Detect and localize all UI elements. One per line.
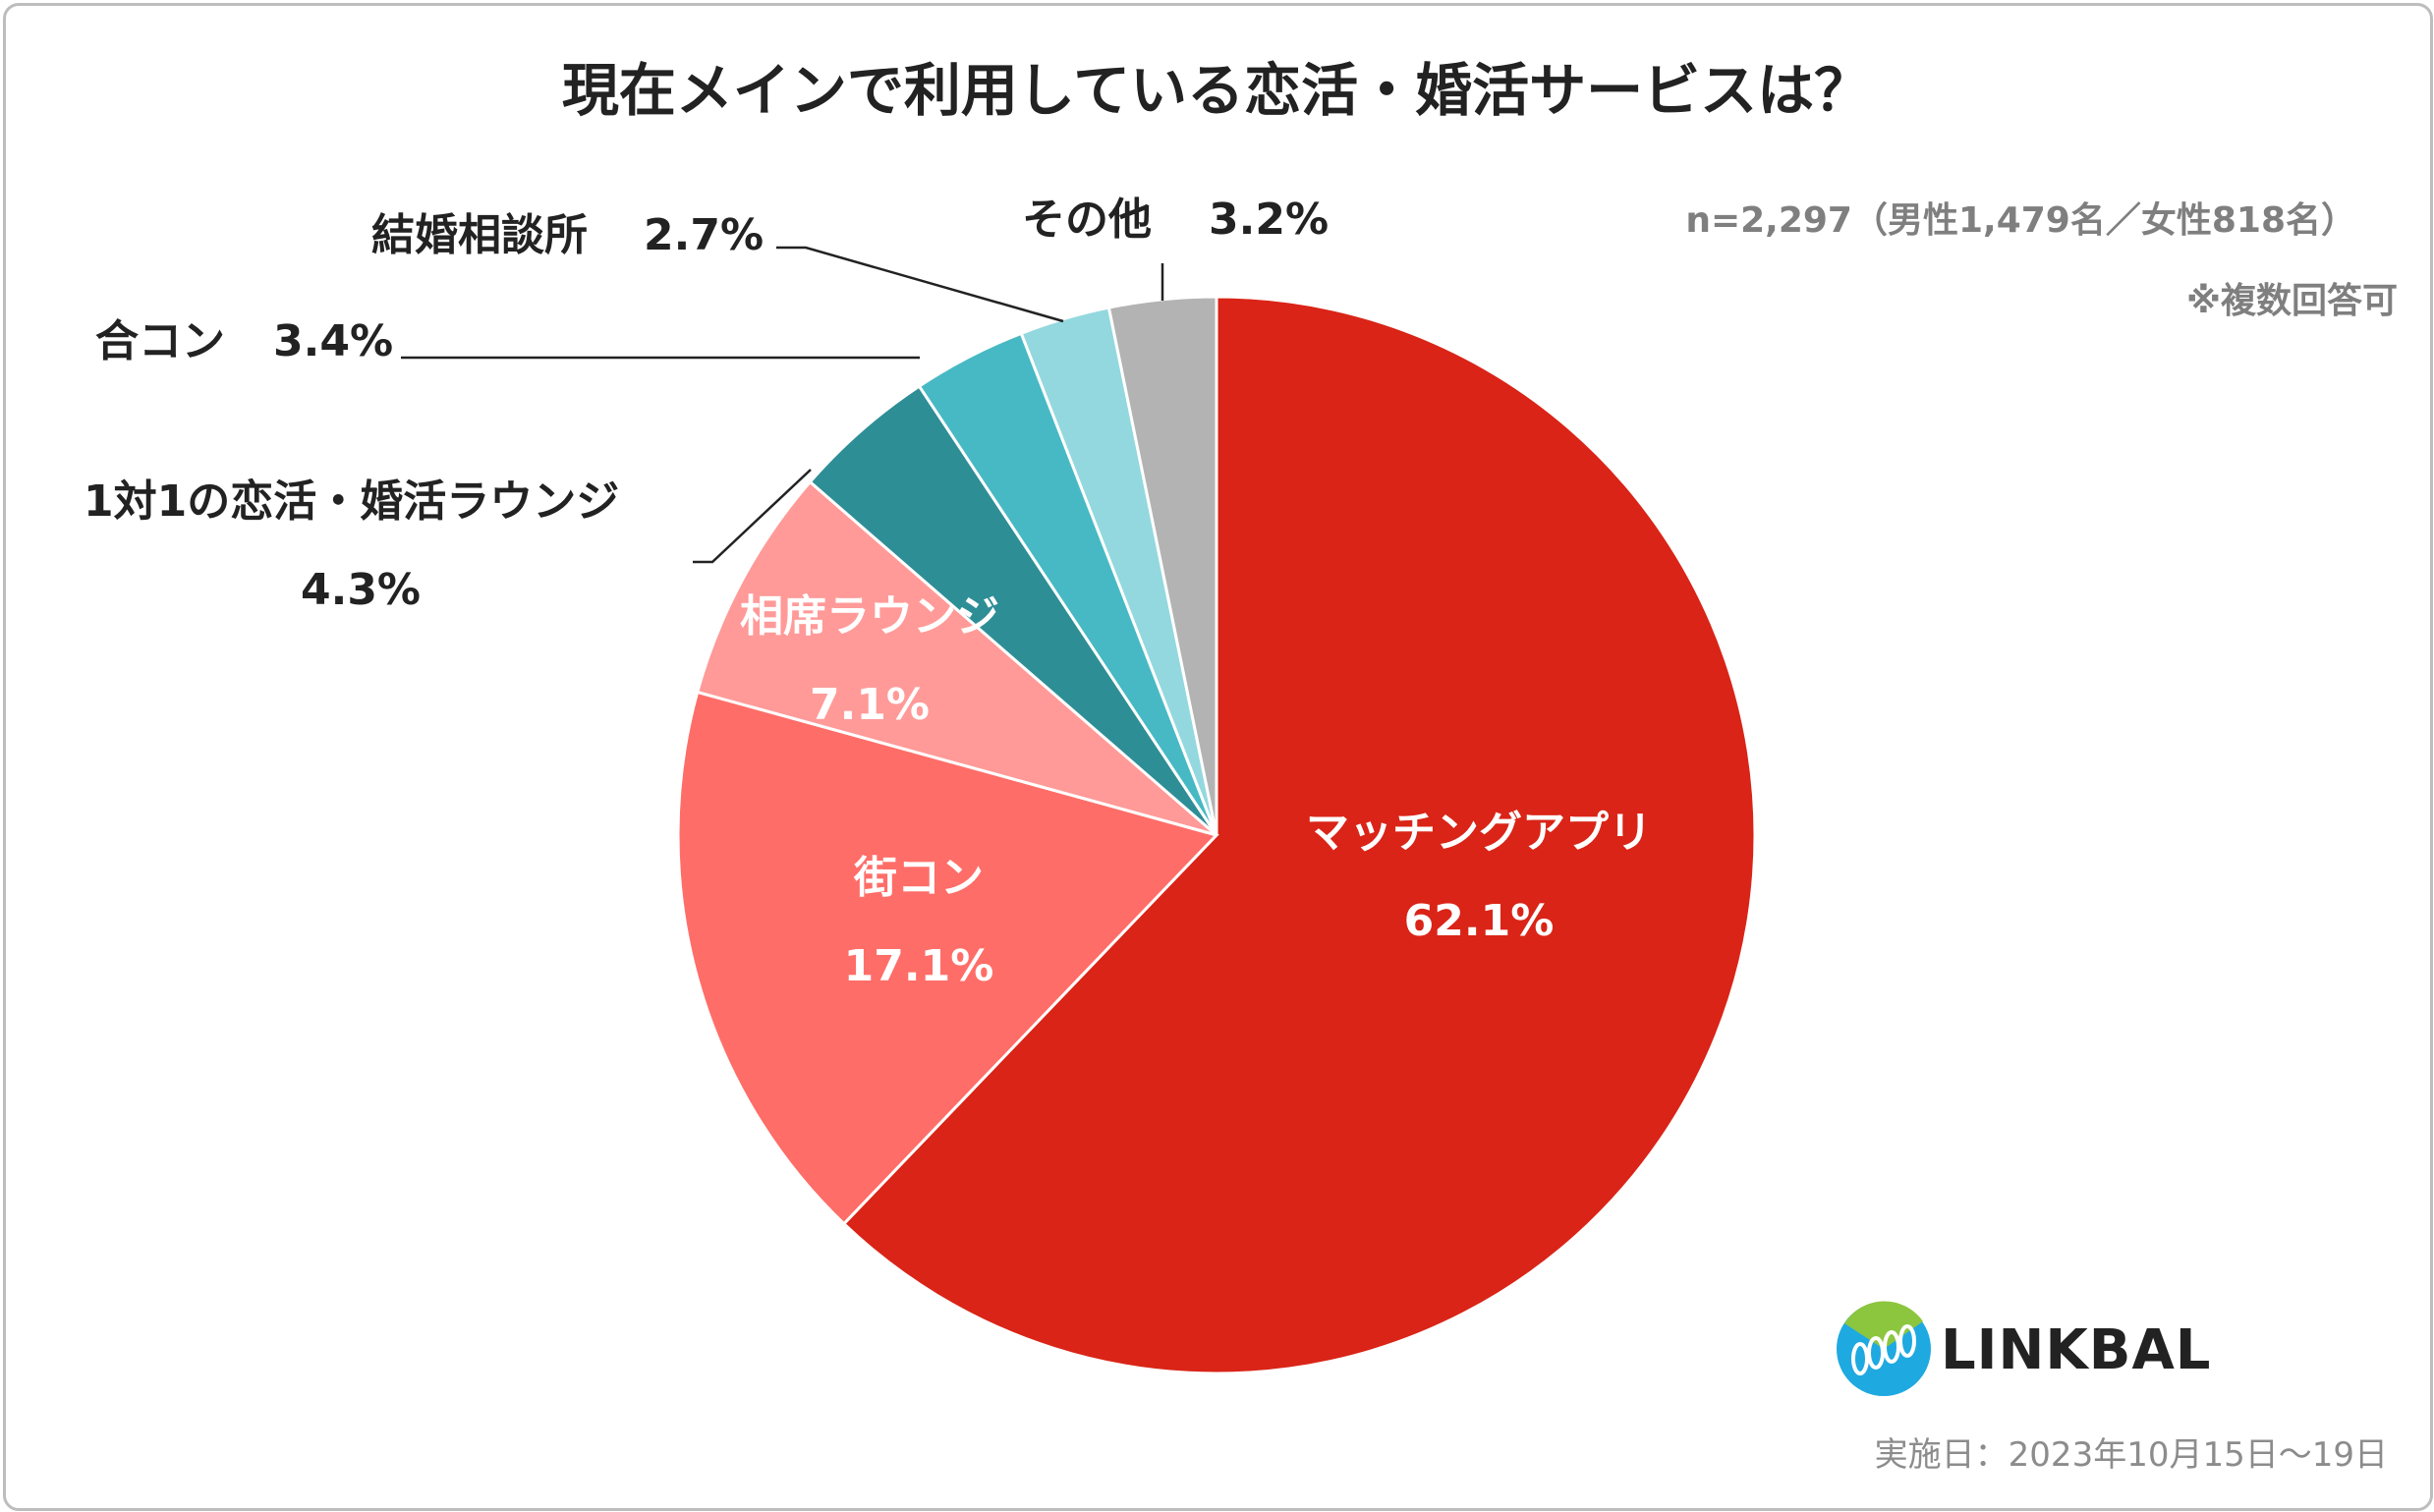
slice-label-aiseki-lounge: 相席ラウンジ xyxy=(740,591,999,642)
slice-value-kekkon-soudanjo: 2.7% xyxy=(644,210,764,260)
sample-size-note: n=2,297（男性1,479名／女性818名） xyxy=(1685,200,2356,241)
leader-line-kekkon-soudanjo xyxy=(776,246,1064,323)
slice-value-machikon: 17.1% xyxy=(844,941,994,991)
pie-slice-machikon xyxy=(676,690,1219,1226)
survey-date: 実施日：2023年10月15日～19日 xyxy=(1875,1435,2388,1475)
slice-label-goukon: 合コン xyxy=(95,316,225,366)
slice-label-lounge-1on1: 1対1の恋活・婚活ラウンジ xyxy=(84,476,619,527)
brand-name: LINKBAL xyxy=(1941,1318,2212,1382)
chart-title: 現在メインで利用している恋活・婚活サービスは？ xyxy=(562,57,1871,124)
pie-slices xyxy=(676,295,1757,1375)
slice-value-goukon: 3.4% xyxy=(273,316,393,366)
pie-slice-aiseki-lounge xyxy=(695,479,1217,837)
multiple-answer-note: ※複数回答可 xyxy=(2186,281,2398,321)
leader-line-lounge-1on1 xyxy=(693,469,812,564)
slice-value-lounge-1on1: 4.3% xyxy=(301,565,421,615)
slice-label-matching-app: マッチングアプリ xyxy=(1306,808,1652,858)
slice-label-machikon: 街コン xyxy=(853,853,984,903)
slice-label-kekkon-soudanjo: 結婚相談所 xyxy=(371,210,588,260)
slice-label-other: その他 xyxy=(1022,195,1152,245)
pie-slice-matching-app xyxy=(841,295,1757,1375)
slice-value-aiseki-lounge: 7.1% xyxy=(810,680,930,730)
slice-value-other: 3.2% xyxy=(1209,195,1329,245)
linkbal-logo-icon xyxy=(1837,1301,1931,1396)
slice-value-matching-app: 62.1% xyxy=(1404,896,1555,946)
